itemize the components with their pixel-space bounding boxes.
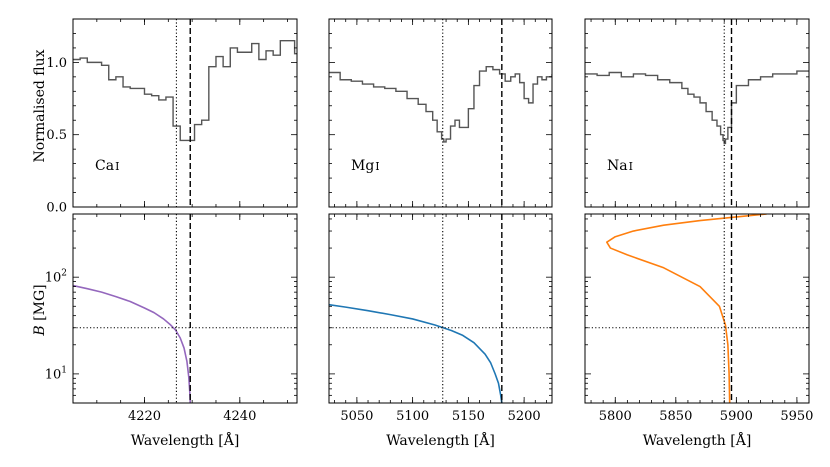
x-tick-label-na: 5950 xyxy=(780,409,813,424)
x-tick-label-na: 5900 xyxy=(720,409,753,424)
x-tick-label-na: 5850 xyxy=(659,409,692,424)
y-tick-base: 10 xyxy=(45,367,62,382)
panel-mg: MgI 5050 5100 5150 5200 Wavelength [Å] xyxy=(328,18,553,449)
ion-stage-ca: I xyxy=(115,160,119,173)
bottom-ylabel: B [MG] xyxy=(32,284,48,336)
bottom-ylabel-unit: [MG] xyxy=(32,284,48,325)
panel-na: NaI 5800 5850 5900 5950 Wavelength [Å] xyxy=(584,18,813,449)
element-label-na: NaI xyxy=(607,158,633,174)
x-tick-label-mg: 5100 xyxy=(396,409,429,424)
frame-top-ca xyxy=(72,18,298,208)
b-curve-na xyxy=(605,214,767,403)
x-axis-label-na: Wavelength [Å] xyxy=(643,431,752,449)
spectrum-ca xyxy=(73,39,297,142)
x-tick-label-mg: 5150 xyxy=(452,409,485,424)
frame-top-mg xyxy=(328,18,553,208)
x-tick-label-mg: 5200 xyxy=(508,409,541,424)
y-tick-label-top: 1.0 xyxy=(46,56,67,71)
element-symbol-ca: Ca xyxy=(95,158,114,174)
ion-stage-mg: I xyxy=(375,160,379,173)
x-tick-label-na: 5800 xyxy=(599,409,632,424)
y-tick-base: 10 xyxy=(45,271,62,286)
element-label-ca: CaI xyxy=(95,158,119,174)
frame-bottom-mg xyxy=(328,213,553,404)
ion-stage-na: I xyxy=(629,160,633,173)
top-ylabel: Normalised flux xyxy=(32,49,48,162)
b-curve-mg xyxy=(329,303,503,403)
y-tick-label-top: 0.5 xyxy=(46,128,67,143)
x-axis-label-ca: Wavelength [Å] xyxy=(131,431,240,449)
bottom-ylabel-symbol: B xyxy=(32,325,48,336)
x-tick-label-ca: 4220 xyxy=(128,409,161,424)
x-axis-label-mg: Wavelength [Å] xyxy=(386,431,495,449)
element-symbol-na: Na xyxy=(607,158,628,174)
spectrum-na xyxy=(585,70,809,145)
frame-top-na xyxy=(584,18,810,208)
frame-bottom-ca xyxy=(72,213,298,404)
y-tick-label-top: 0.0 xyxy=(46,201,67,216)
y-tick-exponent: 2 xyxy=(61,269,67,279)
spectrum-mg xyxy=(329,66,552,143)
element-label-mg: MgI xyxy=(351,158,380,174)
frame-bottom-na xyxy=(584,213,810,404)
y-tick-label-bottom: 102 xyxy=(45,269,67,286)
element-symbol-mg: Mg xyxy=(351,158,374,174)
x-tick-label-ca: 4240 xyxy=(223,409,256,424)
y-tick-exponent: 1 xyxy=(61,365,67,375)
b-curve-ca xyxy=(73,284,192,403)
x-tick-label-mg: 5050 xyxy=(340,409,373,424)
y-tick-label-bottom: 101 xyxy=(45,365,67,382)
